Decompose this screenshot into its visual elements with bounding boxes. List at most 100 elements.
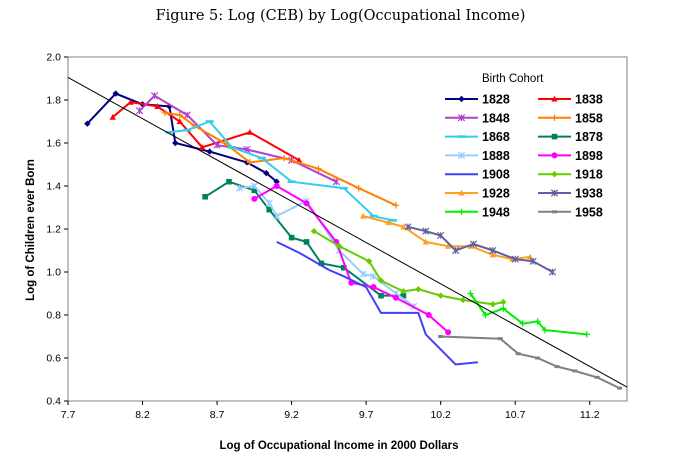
data-point <box>288 234 295 241</box>
y-tick-label: 0.6 <box>46 353 61 365</box>
data-point <box>172 139 179 147</box>
series-1958 <box>438 335 623 390</box>
data-point <box>457 151 466 160</box>
data-point <box>205 120 214 123</box>
data-point <box>444 243 452 249</box>
data-point <box>127 98 134 105</box>
x-tick-label: 8.7 <box>210 409 225 421</box>
legend-label: 1908 <box>482 168 510 182</box>
chart-axes: 0.4 0.6 0.8 1.0 1.2 1.4 1.6 1.8 2.0 7.7 8.2 8.7 9.2 9… <box>46 52 628 421</box>
data-point <box>541 326 549 334</box>
data-point <box>303 239 310 245</box>
data-point <box>251 195 258 202</box>
data-point <box>400 292 407 299</box>
data-point <box>359 270 367 278</box>
data-point <box>310 227 318 235</box>
legend-label: 1958 <box>575 205 603 219</box>
y-tick-label: 1.6 <box>46 138 61 150</box>
series-1838 <box>109 98 303 163</box>
data-point <box>583 331 590 338</box>
data-point <box>150 92 159 100</box>
data-point <box>551 95 558 102</box>
data-point <box>552 210 557 214</box>
legend-item-1878: 1878 <box>538 130 603 144</box>
data-point <box>526 253 534 260</box>
legend-item-1908: 1908 <box>445 168 510 182</box>
legend-label: 1948 <box>482 205 510 219</box>
series-1938 <box>404 223 557 276</box>
data-point <box>415 286 422 293</box>
data-point <box>183 111 191 119</box>
series-1918 <box>310 227 507 308</box>
y-tick-label: 1.0 <box>46 267 61 279</box>
legend-item-1928: 1928 <box>445 187 510 201</box>
data-point <box>246 129 254 135</box>
data-point <box>280 154 288 162</box>
legend-item-1958: 1958 <box>538 205 603 219</box>
data-point <box>511 255 519 263</box>
data-point <box>554 365 560 369</box>
data-point <box>388 219 397 222</box>
data-point <box>198 144 206 150</box>
data-point <box>400 223 407 230</box>
figure-title: Figure 5: Log (CEB) by Log(Occupational … <box>155 8 526 24</box>
data-point <box>154 103 161 110</box>
data-point <box>594 375 600 379</box>
legend-item-1938: 1938 <box>538 187 603 201</box>
legend-item-1888: 1888 <box>445 149 510 163</box>
data-point <box>336 243 343 250</box>
data-point <box>572 369 578 373</box>
data-point <box>551 171 558 178</box>
data-point <box>437 231 445 240</box>
data-point <box>202 193 208 200</box>
data-point <box>266 206 273 213</box>
data-point <box>551 114 558 121</box>
data-point <box>251 187 258 194</box>
data-point <box>500 298 507 306</box>
data-point <box>422 238 429 245</box>
data-point <box>519 320 526 327</box>
data-point <box>369 214 378 218</box>
data-point <box>497 337 503 341</box>
data-point <box>112 90 119 97</box>
legend-item-1838: 1838 <box>538 93 603 107</box>
data-point <box>273 212 281 220</box>
data-point <box>551 152 558 159</box>
chart-legend: Birth Cohort 1828 1838 1848 1858 1868 1878 188… <box>445 73 603 219</box>
data-point <box>265 199 273 207</box>
data-point <box>355 184 362 192</box>
data-point <box>392 202 400 209</box>
data-point <box>303 200 310 207</box>
data-point <box>459 296 467 304</box>
series-1908 <box>276 240 478 366</box>
legend-item-1898: 1898 <box>538 149 603 163</box>
y-axis-label: Log of Children ever Born <box>25 159 37 301</box>
y-tick-label: 2.0 <box>46 52 61 64</box>
data-point <box>457 135 466 138</box>
legend-label: 1878 <box>575 130 603 144</box>
plot-area <box>67 56 628 402</box>
legend-item-1828: 1828 <box>445 93 510 107</box>
data-point <box>377 277 385 284</box>
data-point <box>339 186 348 190</box>
series-1828 <box>84 90 280 185</box>
data-point <box>176 111 183 119</box>
data-point <box>392 294 399 301</box>
data-point <box>550 189 559 197</box>
legend-label: 1868 <box>482 130 510 144</box>
data-point <box>287 180 296 183</box>
y-tick-label: 1.4 <box>46 181 61 193</box>
legend-label: 1898 <box>575 149 603 163</box>
y-tick-label: 1.8 <box>46 95 61 107</box>
data-point <box>227 146 236 149</box>
x-tick-label: 8.2 <box>135 409 150 421</box>
data-point <box>250 182 258 190</box>
data-point <box>221 139 228 147</box>
x-axis-label: Log of Occupational Income in 2000 Dolla… <box>220 440 459 452</box>
series-1898 <box>251 183 452 336</box>
data-point <box>385 219 392 226</box>
data-point <box>437 292 444 299</box>
data-point <box>469 240 478 248</box>
data-point <box>332 178 340 186</box>
